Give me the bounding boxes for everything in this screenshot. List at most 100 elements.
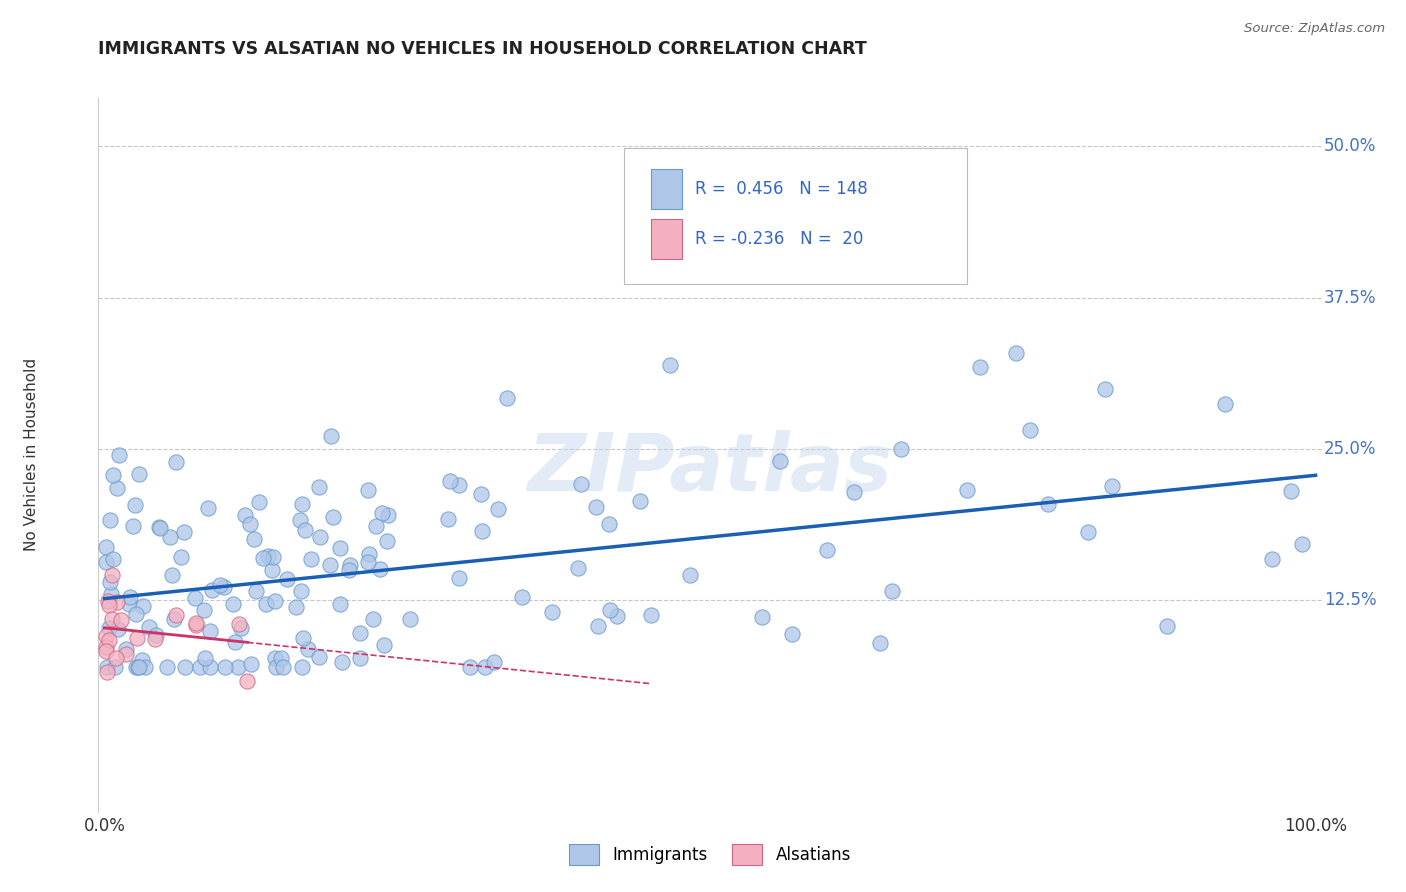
Point (97, 594, 120, 608)
Point (94, 640, 117, 654)
Bar (651, 219, 682, 259)
Point (437, 512, 460, 526)
Point (94, 555, 117, 569)
Point (291, 497, 314, 511)
Point (262, 550, 284, 565)
Text: R = -0.236   N =  20: R = -0.236 N = 20 (696, 230, 863, 248)
Point (276, 572, 298, 586)
Point (103, 551, 125, 566)
Point (132, 599, 155, 613)
Point (290, 584, 312, 599)
Point (339, 558, 361, 573)
Point (586, 618, 609, 632)
Point (114, 647, 136, 661)
Point (98, 621, 121, 635)
Point (198, 659, 221, 673)
Point (628, 494, 651, 508)
Point (170, 550, 193, 565)
Point (658, 358, 681, 372)
Point (294, 523, 316, 537)
Point (163, 612, 186, 626)
Point (148, 520, 170, 534)
Point (145, 628, 167, 642)
Point (96, 629, 118, 643)
Point (769, 454, 792, 468)
Point (262, 563, 284, 577)
Point (103, 467, 125, 482)
Point (318, 558, 340, 573)
Point (159, 530, 181, 544)
Point (94, 643, 117, 657)
Point (188, 659, 211, 673)
Text: 37.5%: 37.5% (1324, 289, 1376, 307)
Point (969, 360, 991, 375)
Point (98, 512, 121, 526)
Point (143, 632, 166, 647)
Point (122, 518, 145, 533)
Point (510, 590, 533, 604)
Point (263, 593, 285, 607)
Point (125, 607, 148, 621)
Point (375, 534, 398, 549)
Point (482, 655, 505, 669)
Point (107, 622, 129, 636)
Point (640, 608, 662, 623)
Point (299, 552, 322, 566)
Point (361, 612, 384, 626)
Point (245, 584, 267, 599)
Text: ZIPatlas: ZIPatlas (527, 430, 893, 508)
Point (96, 659, 118, 673)
Point (357, 483, 380, 497)
Point (598, 517, 620, 532)
Point (160, 568, 183, 582)
Point (104, 659, 127, 673)
Point (125, 631, 148, 645)
Point (193, 603, 215, 617)
Point (108, 449, 131, 463)
Point (349, 651, 371, 665)
Point (228, 659, 250, 673)
Point (370, 507, 392, 521)
Point (165, 455, 187, 469)
Point (373, 638, 395, 652)
Point (1005, 346, 1028, 360)
Text: R =  0.456   N = 148: R = 0.456 N = 148 (696, 180, 868, 198)
Point (751, 609, 773, 624)
Point (496, 391, 519, 405)
Point (356, 555, 378, 569)
Point (94, 541, 117, 555)
Text: 12.5%: 12.5% (1324, 591, 1376, 609)
Point (1156, 619, 1178, 633)
Point (221, 597, 243, 611)
Point (184, 616, 207, 631)
Point (98, 575, 121, 590)
Text: No Vehicles in Household: No Vehicles in Household (24, 359, 38, 551)
Point (127, 659, 149, 673)
Point (330, 655, 353, 669)
Text: 25.0%: 25.0% (1324, 440, 1376, 458)
Point (377, 508, 399, 522)
Point (541, 605, 564, 619)
Point (231, 621, 253, 635)
FancyBboxPatch shape (624, 148, 967, 284)
Point (105, 595, 128, 609)
Point (308, 480, 330, 494)
Point (297, 642, 319, 657)
Point (263, 651, 285, 665)
Point (264, 659, 287, 673)
Point (815, 543, 838, 558)
Point (449, 477, 471, 491)
Point (257, 549, 280, 563)
Point (319, 428, 342, 442)
Point (224, 635, 246, 649)
Point (239, 516, 262, 531)
Point (1094, 382, 1116, 396)
Point (105, 651, 128, 665)
Point (149, 521, 172, 535)
Point (1213, 397, 1236, 411)
Point (110, 613, 132, 627)
Point (955, 483, 977, 497)
Point (131, 653, 153, 667)
Point (288, 513, 311, 527)
Point (105, 481, 128, 495)
